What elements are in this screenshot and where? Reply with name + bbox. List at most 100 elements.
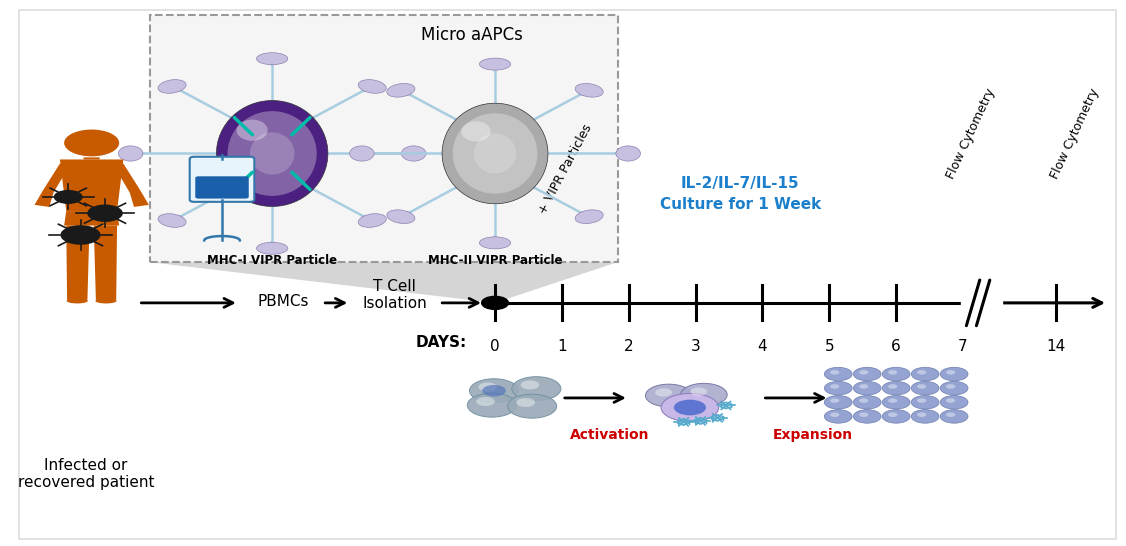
Ellipse shape bbox=[118, 146, 143, 161]
Circle shape bbox=[917, 370, 927, 375]
Text: DAYS:: DAYS: bbox=[415, 335, 467, 351]
Circle shape bbox=[661, 394, 718, 422]
Ellipse shape bbox=[480, 237, 510, 249]
Text: MHC-I VIPR Particle: MHC-I VIPR Particle bbox=[207, 254, 337, 267]
Circle shape bbox=[824, 395, 852, 409]
Text: Flow Cytometry: Flow Cytometry bbox=[945, 86, 998, 181]
Circle shape bbox=[673, 400, 706, 416]
Polygon shape bbox=[115, 164, 149, 207]
Circle shape bbox=[859, 384, 868, 389]
Circle shape bbox=[888, 412, 897, 417]
Circle shape bbox=[854, 367, 882, 381]
Circle shape bbox=[476, 397, 494, 406]
Circle shape bbox=[946, 370, 955, 375]
Circle shape bbox=[883, 395, 910, 409]
Circle shape bbox=[911, 410, 939, 423]
FancyBboxPatch shape bbox=[189, 157, 254, 202]
Circle shape bbox=[830, 399, 839, 403]
Ellipse shape bbox=[575, 84, 604, 97]
FancyBboxPatch shape bbox=[150, 15, 617, 262]
Circle shape bbox=[911, 367, 939, 381]
Circle shape bbox=[824, 410, 852, 423]
Ellipse shape bbox=[349, 146, 374, 161]
Text: 0: 0 bbox=[490, 339, 500, 354]
Ellipse shape bbox=[474, 133, 516, 174]
Text: Flow Cytometry: Flow Cytometry bbox=[1048, 86, 1101, 181]
Circle shape bbox=[859, 399, 868, 403]
Ellipse shape bbox=[462, 121, 491, 141]
Circle shape bbox=[946, 384, 955, 389]
Text: 7: 7 bbox=[958, 339, 968, 354]
Text: IL-2/IL-7/IL-15
Culture for 1 Week: IL-2/IL-7/IL-15 Culture for 1 Week bbox=[660, 176, 821, 212]
Circle shape bbox=[888, 399, 897, 403]
Circle shape bbox=[917, 412, 927, 417]
Circle shape bbox=[482, 385, 506, 396]
Circle shape bbox=[824, 367, 852, 381]
Circle shape bbox=[655, 388, 672, 396]
Ellipse shape bbox=[575, 210, 604, 223]
Ellipse shape bbox=[158, 80, 186, 93]
Circle shape bbox=[940, 382, 968, 395]
Ellipse shape bbox=[387, 84, 414, 97]
Ellipse shape bbox=[453, 113, 537, 194]
Circle shape bbox=[61, 225, 100, 245]
Circle shape bbox=[467, 393, 517, 417]
Circle shape bbox=[517, 398, 535, 407]
Circle shape bbox=[830, 412, 839, 417]
Circle shape bbox=[690, 388, 707, 396]
Text: 5: 5 bbox=[824, 339, 834, 354]
Circle shape bbox=[854, 410, 882, 423]
Circle shape bbox=[940, 367, 968, 381]
Circle shape bbox=[64, 129, 119, 156]
Circle shape bbox=[824, 382, 852, 395]
Circle shape bbox=[940, 410, 968, 423]
Ellipse shape bbox=[443, 103, 548, 204]
Ellipse shape bbox=[257, 242, 288, 254]
Circle shape bbox=[645, 384, 692, 407]
Polygon shape bbox=[93, 225, 117, 300]
Polygon shape bbox=[66, 225, 90, 300]
Circle shape bbox=[854, 382, 882, 395]
Circle shape bbox=[917, 384, 927, 389]
Circle shape bbox=[680, 383, 727, 406]
Circle shape bbox=[520, 381, 539, 389]
Circle shape bbox=[512, 377, 561, 401]
Text: 1: 1 bbox=[557, 339, 566, 354]
Ellipse shape bbox=[257, 53, 288, 64]
Polygon shape bbox=[150, 262, 617, 303]
Circle shape bbox=[54, 190, 82, 204]
Ellipse shape bbox=[227, 111, 316, 196]
Ellipse shape bbox=[616, 146, 641, 161]
Text: T Cell
Isolation: T Cell Isolation bbox=[363, 278, 427, 311]
Circle shape bbox=[508, 394, 556, 418]
Polygon shape bbox=[64, 211, 119, 225]
Circle shape bbox=[883, 367, 910, 381]
Ellipse shape bbox=[66, 298, 88, 304]
Text: 3: 3 bbox=[690, 339, 700, 354]
Circle shape bbox=[940, 395, 968, 409]
Circle shape bbox=[87, 205, 123, 222]
Text: Infected or
recovered patient: Infected or recovered patient bbox=[18, 458, 154, 490]
Text: Expansion: Expansion bbox=[772, 428, 852, 442]
Circle shape bbox=[859, 370, 868, 375]
Ellipse shape bbox=[387, 210, 414, 223]
Text: 6: 6 bbox=[892, 339, 901, 354]
Ellipse shape bbox=[480, 58, 510, 70]
Circle shape bbox=[859, 412, 868, 417]
Text: PBMCs: PBMCs bbox=[258, 294, 309, 308]
Text: 2: 2 bbox=[624, 339, 634, 354]
Polygon shape bbox=[35, 164, 69, 207]
Ellipse shape bbox=[158, 213, 186, 227]
Circle shape bbox=[854, 395, 882, 409]
Circle shape bbox=[830, 384, 839, 389]
Text: + VIPR Particles: + VIPR Particles bbox=[536, 122, 595, 216]
Circle shape bbox=[482, 296, 509, 310]
Circle shape bbox=[946, 399, 955, 403]
Circle shape bbox=[911, 382, 939, 395]
Circle shape bbox=[888, 370, 897, 375]
Ellipse shape bbox=[236, 120, 268, 141]
Circle shape bbox=[888, 384, 897, 389]
Text: Micro aAPCs: Micro aAPCs bbox=[421, 26, 522, 44]
Ellipse shape bbox=[96, 298, 117, 304]
Ellipse shape bbox=[358, 213, 386, 227]
